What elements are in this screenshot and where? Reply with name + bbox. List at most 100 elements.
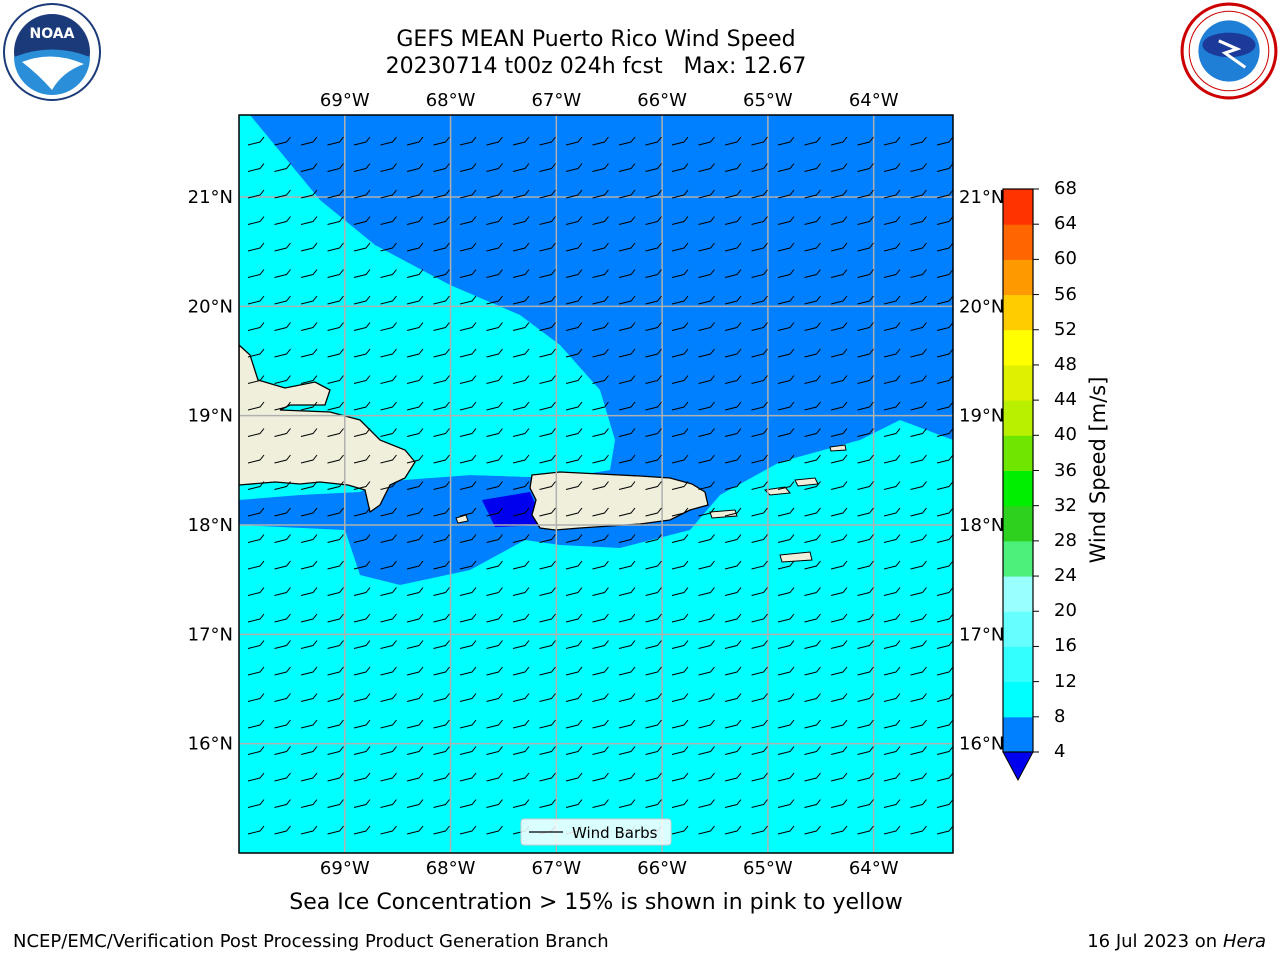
wind-barb [565, 163, 583, 172]
wind-barb [751, 719, 768, 729]
footer-date-text: 16 Jul 2023 on [1087, 931, 1223, 952]
wind-barb [406, 163, 424, 172]
wind-barb [724, 719, 742, 729]
wind-barb [777, 640, 795, 649]
wind-barb [565, 693, 583, 702]
wind-barb [751, 560, 768, 570]
wind-barb [724, 613, 742, 623]
wind-barb [751, 507, 768, 517]
wind-barb [512, 428, 530, 437]
wind-barb [459, 295, 477, 305]
wind-barb [380, 507, 397, 517]
lat-label: 17°N [959, 624, 1004, 645]
wind-barb [274, 269, 291, 278]
wind-barb [592, 216, 609, 225]
wind-barb [380, 163, 397, 172]
wind-barb [459, 613, 477, 623]
wind-barb [724, 746, 742, 755]
wind-barb [777, 560, 795, 570]
colorbar-tick-label: 48 [1054, 353, 1077, 375]
lon-labels-bottom: 69°W 68°W 67°W 66°W 65°W 64°W [320, 858, 899, 879]
wind-barb [751, 825, 768, 835]
wind-barb [486, 428, 503, 437]
wind-barb [486, 534, 503, 543]
wind-barb [433, 587, 450, 596]
wind-barb [883, 322, 901, 331]
virgin-island-2 [794, 477, 819, 487]
wind-barb [883, 825, 901, 835]
lon-label: 66°W [637, 90, 687, 111]
wind-barb [459, 401, 477, 411]
wind-barb [512, 348, 530, 358]
wind-barb [857, 666, 874, 676]
wind-barb [777, 746, 795, 755]
colorbar-swatch [1003, 329, 1033, 366]
wind-barb [883, 242, 901, 252]
wind-barb [804, 454, 821, 464]
wind-barb [406, 613, 424, 623]
wind-barb [247, 746, 265, 755]
lon-label: 67°W [531, 90, 581, 111]
wind-barb [459, 454, 477, 464]
wind-barb [777, 375, 795, 384]
lat-label: 20°N [188, 296, 233, 317]
wind-barb [671, 401, 689, 411]
wind-barb [327, 454, 344, 464]
wind-barb [539, 242, 556, 252]
wind-barb [353, 428, 371, 437]
wind-barb [565, 799, 583, 808]
wind-barb [883, 693, 901, 702]
wind-barb [645, 772, 662, 782]
wind-barb [857, 640, 874, 649]
wind-barb [830, 189, 848, 199]
wind-barb [936, 322, 953, 331]
wind-barb [883, 746, 901, 755]
wind-barb [327, 587, 344, 596]
wind-barb [433, 799, 450, 808]
wind-barb [857, 136, 874, 146]
wind-barb [406, 772, 424, 782]
wind-barb [433, 163, 450, 172]
wind-barb [671, 613, 689, 623]
wind-barb [857, 375, 874, 384]
wind-barb [910, 269, 927, 278]
colorbar-tick-label: 52 [1054, 318, 1077, 340]
nws-logo-icon [1180, 2, 1278, 100]
wind-barb [618, 481, 636, 490]
wind-barb [539, 454, 556, 464]
wind-barb [327, 136, 344, 146]
wind-barb [247, 348, 265, 358]
wind-barb [592, 534, 609, 543]
wind-barb [936, 269, 953, 278]
wind-barb [645, 401, 662, 411]
wind-barb [698, 242, 715, 252]
wind-barb [327, 163, 344, 172]
colorbar-swatch [1003, 646, 1033, 683]
wind-barb [327, 560, 344, 570]
wind-barb [433, 640, 450, 649]
wind-barb [724, 216, 742, 225]
wind-barb [777, 534, 795, 543]
wind-barb [539, 269, 556, 278]
wind-barb [539, 322, 556, 331]
wind-barb [936, 825, 953, 835]
wind-barb [300, 454, 318, 464]
wind-barb [645, 454, 662, 464]
wind-barb [645, 136, 662, 146]
anegada-island [829, 444, 847, 452]
st-croix-island [779, 551, 813, 563]
wind-barb [592, 348, 609, 358]
wind-barb [618, 428, 636, 437]
wind-barb [804, 295, 821, 305]
wind-barb [724, 799, 742, 808]
colorbar-tick-label: 68 [1054, 178, 1077, 199]
wind-barb [353, 799, 371, 808]
wind-barb [830, 534, 848, 543]
wind-barb [565, 587, 583, 596]
wind-barb [645, 746, 662, 755]
wind-barb [671, 481, 689, 490]
wind-barb [592, 375, 609, 384]
wind-barb [486, 799, 503, 808]
wind-barb [857, 587, 874, 596]
wind-barb [247, 534, 265, 543]
